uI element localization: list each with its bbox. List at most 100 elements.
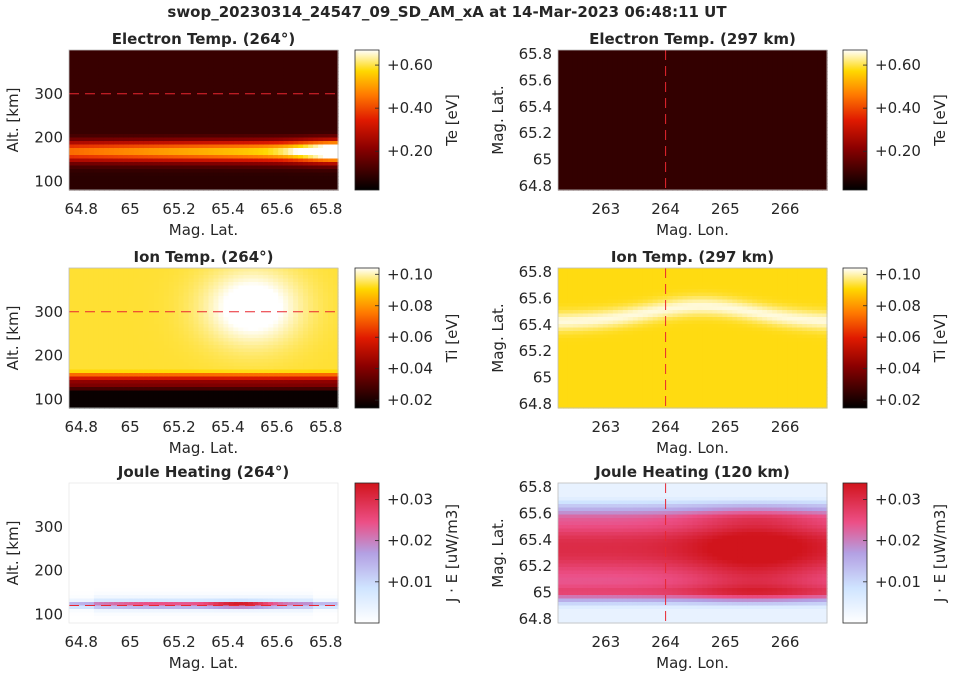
heatmap-cell bbox=[83, 123, 90, 128]
heatmap-cell bbox=[93, 165, 100, 170]
heatmap-cell bbox=[118, 282, 125, 287]
heatmap-cell bbox=[108, 137, 115, 142]
heatmap-cell bbox=[233, 137, 239, 142]
heatmap-cell bbox=[752, 67, 758, 72]
heatmap-cell bbox=[118, 352, 125, 357]
heatmap-cell bbox=[672, 78, 679, 83]
heatmap-cell bbox=[807, 155, 813, 160]
heatmap-cell bbox=[298, 141, 304, 146]
heatmap-cell bbox=[83, 271, 90, 276]
heatmap-cell bbox=[607, 78, 614, 83]
heatmap-cell bbox=[178, 109, 185, 114]
heatmap-cell bbox=[612, 99, 619, 104]
heatmap-cell bbox=[797, 186, 803, 191]
heatmap-cell bbox=[118, 268, 125, 273]
heatmap-cell bbox=[243, 109, 249, 114]
heatmap-cell bbox=[93, 85, 100, 90]
heatmap-cell bbox=[682, 95, 689, 100]
heatmap-cell bbox=[133, 120, 140, 125]
heatmap-cell bbox=[238, 120, 244, 125]
heatmap-cell bbox=[203, 186, 210, 191]
heatmap-cell bbox=[797, 53, 803, 58]
heatmap-cell bbox=[113, 64, 120, 69]
heatmap-cell bbox=[328, 186, 334, 191]
heatmap-cell bbox=[737, 53, 743, 58]
heatmap-cell bbox=[692, 179, 699, 184]
heatmap-cell bbox=[258, 172, 264, 177]
heatmap-cell bbox=[73, 369, 80, 374]
heatmap-cell bbox=[253, 92, 259, 97]
heatmap-cell bbox=[747, 60, 753, 65]
heatmap-cell bbox=[93, 380, 100, 385]
heatmap-cell bbox=[308, 85, 314, 90]
heatmap-cell bbox=[273, 151, 279, 156]
heatmap-cell bbox=[278, 106, 284, 111]
heatmap-cell bbox=[133, 387, 140, 392]
heatmap-cell bbox=[288, 64, 294, 69]
heatmap-cell bbox=[208, 155, 215, 160]
heatmap-cell bbox=[737, 158, 743, 163]
heatmap-cell bbox=[218, 151, 225, 156]
heatmap-cell bbox=[767, 74, 773, 79]
heatmap-cell bbox=[118, 289, 125, 294]
heatmap-cell bbox=[667, 113, 674, 118]
heatmap-cell bbox=[787, 141, 793, 146]
heatmap-cell bbox=[128, 334, 135, 339]
heatmap-cell bbox=[78, 303, 85, 308]
heatmap-cell bbox=[168, 155, 175, 160]
heatmap-cell bbox=[787, 123, 793, 128]
heatmap-cell bbox=[123, 120, 130, 125]
heatmap-cell bbox=[582, 71, 589, 76]
heatmap-cell bbox=[208, 85, 215, 90]
heatmap-cell bbox=[198, 162, 205, 167]
heatmap-cell bbox=[762, 176, 768, 181]
heatmap-cell bbox=[143, 348, 150, 353]
heatmap-cell bbox=[762, 127, 768, 132]
heatmap-cell bbox=[657, 116, 664, 121]
heatmap-cell bbox=[128, 130, 135, 135]
heatmap-cell bbox=[73, 81, 80, 86]
heatmap-cell bbox=[123, 151, 130, 156]
heatmap-cell bbox=[153, 71, 160, 76]
heatmap-cell bbox=[223, 64, 230, 69]
heatmap-cell bbox=[193, 64, 200, 69]
heatmap-cell bbox=[757, 60, 763, 65]
heatmap-cell bbox=[293, 78, 299, 83]
heatmap bbox=[69, 50, 339, 191]
heatmap-cell bbox=[198, 127, 205, 132]
heatmap-cell bbox=[792, 99, 798, 104]
heatmap-cell bbox=[69, 57, 75, 62]
heatmap-cell bbox=[123, 397, 130, 402]
heatmap-cell bbox=[597, 155, 604, 160]
heatmap-cell bbox=[278, 127, 284, 132]
heatmap-cell bbox=[138, 331, 145, 336]
heatmap-cell bbox=[742, 134, 748, 139]
heatmap-cell bbox=[153, 176, 160, 181]
heatmap-cell bbox=[562, 144, 569, 149]
heatmap-cell bbox=[807, 81, 813, 86]
heatmap-cell bbox=[113, 172, 120, 177]
heatmap-cell bbox=[777, 134, 783, 139]
heatmap-cell bbox=[687, 81, 694, 86]
heatmap-cell bbox=[313, 81, 319, 86]
heatmap-cell bbox=[98, 172, 105, 177]
heatmap-cell bbox=[198, 137, 205, 142]
heatmap-cell bbox=[118, 134, 125, 139]
heatmap-cell bbox=[632, 88, 639, 93]
heatmap-cell bbox=[93, 390, 100, 395]
heatmap-cell bbox=[807, 92, 813, 97]
heatmap-cell bbox=[128, 57, 135, 62]
heatmap-cell bbox=[108, 130, 115, 135]
heatmap-cell bbox=[747, 165, 753, 170]
heatmap-cell bbox=[278, 113, 284, 118]
heatmap-cell bbox=[612, 67, 619, 72]
heatmap-cell bbox=[123, 306, 130, 311]
heatmap-cell bbox=[752, 78, 758, 83]
heatmap-cell bbox=[78, 359, 85, 364]
heatmap-cell bbox=[228, 155, 234, 160]
heatmap-cell bbox=[692, 74, 699, 79]
heatmap-cell bbox=[128, 341, 135, 346]
heatmap-cell bbox=[148, 64, 155, 69]
heatmap-cell bbox=[293, 99, 299, 104]
heatmap-cell bbox=[163, 64, 170, 69]
